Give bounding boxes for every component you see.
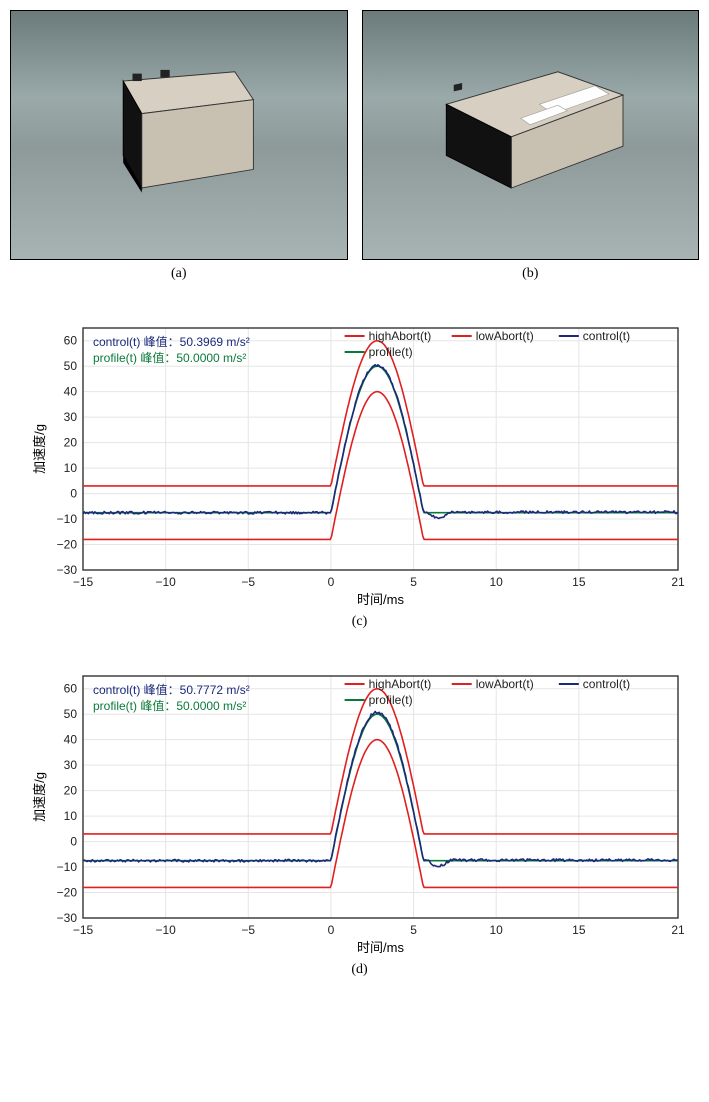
svg-text:−30: −30 [57, 563, 78, 577]
svg-text:−10: −10 [57, 860, 78, 874]
svg-text:21: 21 [671, 575, 685, 589]
chart-c: −15 −10 −5 0 5 10 15 21 −30 −20 −10 0 10 20 30 40 50 60 加速… [28, 300, 688, 610]
photo-row: (a) (b) [10, 10, 699, 282]
photo-a-cell: (a) [10, 10, 348, 282]
chart-d-container: −15 −10 −5 0 5 10 15 21 −30 −20 −10 0 10 20 30 40 50 60 加速… [28, 648, 691, 978]
svg-text:−20: −20 [57, 538, 78, 552]
svg-text:5: 5 [410, 923, 417, 937]
svg-text:10: 10 [490, 575, 504, 589]
svg-text:15: 15 [572, 575, 586, 589]
svg-text:−15: −15 [73, 923, 94, 937]
svg-text:0: 0 [70, 835, 77, 849]
svg-text:30: 30 [64, 758, 78, 772]
svg-text:15: 15 [572, 923, 586, 937]
svg-text:control(t) 峰值：50.7772 m/s²: control(t) 峰值：50.7772 m/s² [93, 682, 250, 697]
svg-text:−15: −15 [73, 575, 94, 589]
svg-text:−10: −10 [155, 575, 176, 589]
svg-text:5: 5 [410, 575, 417, 589]
svg-text:20: 20 [64, 784, 78, 798]
svg-text:−10: −10 [155, 923, 176, 937]
svg-text:control(t) 峰值：50.3969 m/s²: control(t) 峰值：50.3969 m/s² [93, 334, 250, 349]
svg-text:21: 21 [671, 923, 685, 937]
svg-text:−10: −10 [57, 512, 78, 526]
svg-text:50: 50 [64, 359, 78, 373]
svg-text:时间/ms: 时间/ms [357, 940, 404, 955]
photo-b-cell: (b) [362, 10, 700, 282]
svg-text:40: 40 [64, 385, 78, 399]
svg-text:−30: −30 [57, 911, 78, 925]
svg-text:control(t): control(t) [583, 677, 630, 691]
svg-text:profile(t): profile(t) [369, 345, 413, 359]
chart-d-caption: (d) [28, 962, 691, 978]
svg-text:control(t): control(t) [583, 329, 630, 343]
svg-text:profile(t) 峰值：50.0000 m/s²: profile(t) 峰值：50.0000 m/s² [93, 698, 246, 713]
device-block-a [61, 53, 296, 202]
svg-text:highAbort(t): highAbort(t) [369, 329, 432, 343]
chart-c-container: −15 −10 −5 0 5 10 15 21 −30 −20 −10 0 10 20 30 40 50 60 加速… [28, 300, 691, 630]
svg-text:0: 0 [70, 487, 77, 501]
svg-text:lowAbort(t): lowAbort(t) [476, 329, 534, 343]
svg-text:highAbort(t): highAbort(t) [369, 677, 432, 691]
chart-c-caption: (c) [28, 614, 691, 630]
svg-text:60: 60 [64, 682, 78, 696]
svg-text:profile(t) 峰值：50.0000 m/s²: profile(t) 峰值：50.0000 m/s² [93, 350, 246, 365]
svg-text:加速度/g: 加速度/g [32, 424, 47, 474]
svg-text:30: 30 [64, 410, 78, 424]
svg-text:0: 0 [328, 575, 335, 589]
svg-text:0: 0 [328, 923, 335, 937]
svg-text:−5: −5 [241, 923, 255, 937]
svg-text:−20: −20 [57, 886, 78, 900]
svg-text:时间/ms: 时间/ms [357, 592, 404, 607]
photo-b-caption: (b) [522, 266, 538, 282]
photo-b [362, 10, 700, 260]
svg-text:加速度/g: 加速度/g [32, 772, 47, 822]
svg-text:20: 20 [64, 436, 78, 450]
svg-text:10: 10 [490, 923, 504, 937]
svg-text:10: 10 [64, 461, 78, 475]
photo-a-caption: (a) [171, 266, 187, 282]
svg-text:lowAbort(t): lowAbort(t) [476, 677, 534, 691]
svg-text:profile(t): profile(t) [369, 693, 413, 707]
device-block-b [413, 53, 648, 202]
chart-d: −15 −10 −5 0 5 10 15 21 −30 −20 −10 0 10 20 30 40 50 60 加速… [28, 648, 688, 958]
svg-text:60: 60 [64, 334, 78, 348]
svg-text:40: 40 [64, 733, 78, 747]
svg-text:50: 50 [64, 707, 78, 721]
svg-text:10: 10 [64, 809, 78, 823]
svg-text:−5: −5 [241, 575, 255, 589]
photo-a [10, 10, 348, 260]
